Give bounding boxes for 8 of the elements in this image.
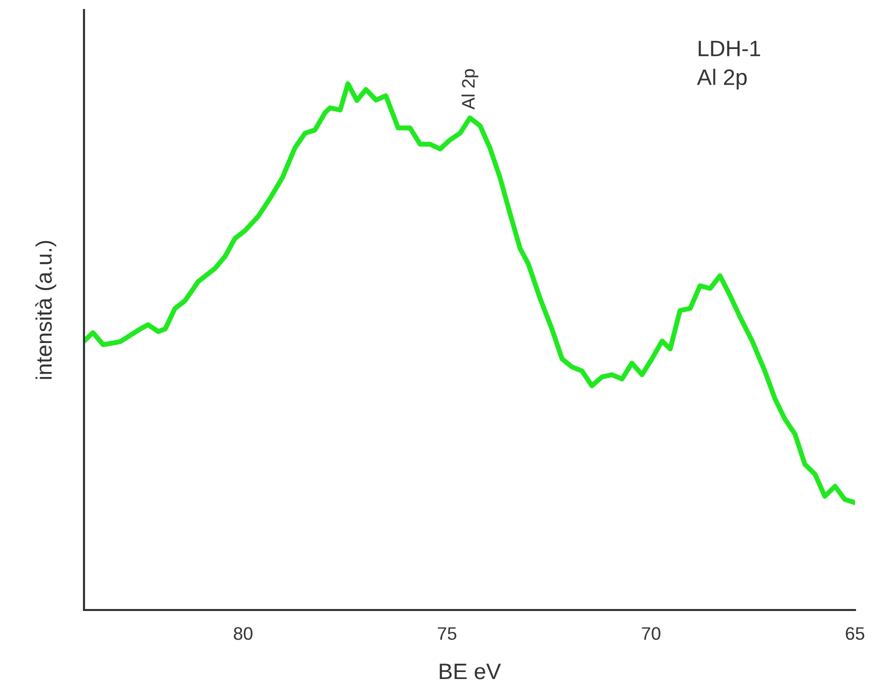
x-tick-label: 65 [846,627,864,640]
x-axis-title: BE eV [440,664,501,680]
y-axis-title: intensità (a.u.) [35,240,56,379]
x-tick-label: 75 [438,627,456,640]
x-tick-label: 80 [234,627,252,640]
annotation: LDH-1 Al 2p [696,40,760,90]
x-tick-label: 70 [642,627,660,640]
annotation: Al 2p [461,69,478,110]
